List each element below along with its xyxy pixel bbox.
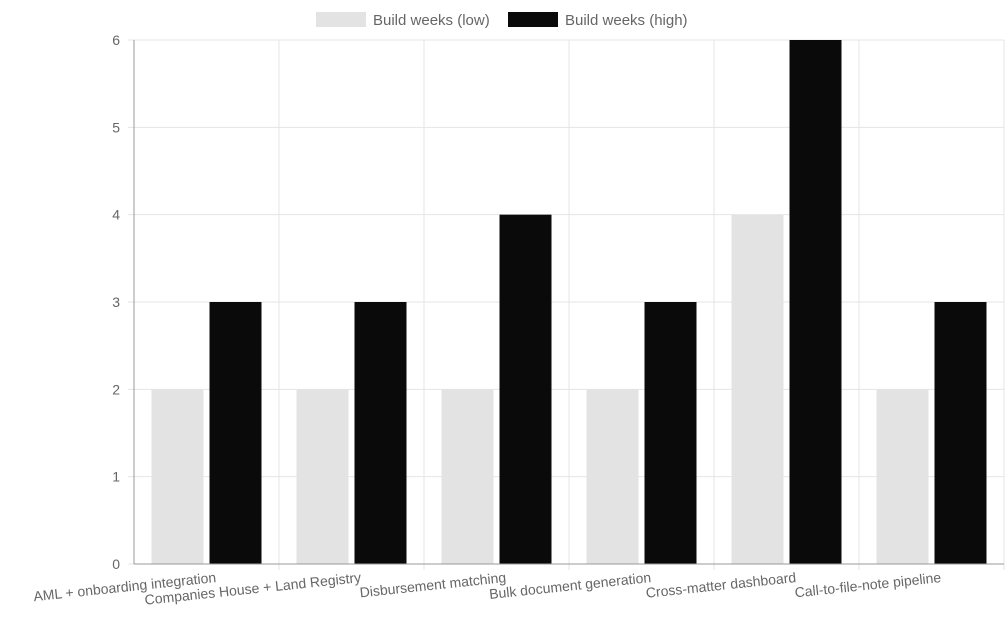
chart-grid — [128, 39, 1005, 570]
chart-legend: Build weeks (low) Build weeks (high) — [316, 12, 688, 29]
legend-swatch — [508, 12, 558, 27]
bar-high — [354, 302, 407, 564]
legend-label: Build weeks (low) — [373, 12, 490, 29]
x-tick-label: Call-to-file-note pipeline — [794, 569, 942, 600]
y-tick-label: 0 — [112, 556, 120, 572]
bar-high — [644, 302, 697, 564]
bar-high — [934, 302, 987, 564]
legend-label: Build weeks (high) — [565, 12, 688, 29]
bar-low — [296, 389, 349, 564]
bar-high — [209, 302, 262, 564]
legend-swatch — [316, 12, 366, 27]
x-tick-label: Cross-matter dashboard — [645, 569, 797, 601]
y-tick-label: 1 — [112, 469, 120, 485]
y-tick-label: 5 — [112, 119, 120, 135]
chart-bars — [151, 40, 987, 564]
bar-low — [586, 389, 639, 564]
bar-high — [789, 40, 842, 564]
bar-high — [499, 214, 552, 564]
bar-low — [876, 389, 929, 564]
bar-low — [151, 389, 204, 564]
y-tick-label: 3 — [112, 294, 120, 310]
x-tick-label: Bulk document generation — [488, 569, 651, 602]
chart-axes — [133, 40, 1004, 565]
x-tick-label: Disbursement matching — [359, 569, 507, 600]
bar-low — [441, 389, 494, 564]
y-tick-label: 6 — [112, 32, 120, 48]
y-axis-ticks: 0 1 2 3 4 5 6 — [112, 32, 120, 572]
bar-low — [731, 214, 784, 564]
y-tick-label: 2 — [112, 381, 120, 397]
y-tick-label: 4 — [112, 207, 120, 223]
